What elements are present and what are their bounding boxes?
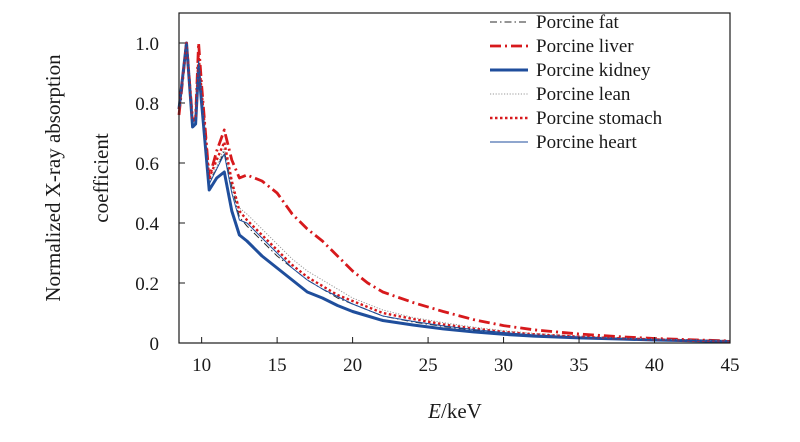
y-tick-label: 0 (150, 334, 160, 355)
y-tick-label: 0.2 (135, 274, 159, 295)
plot-lines (177, 41, 731, 343)
legend-label-5: Porcine heart (536, 132, 637, 153)
y-tick-label: 0.6 (135, 154, 159, 175)
series-line-2 (177, 41, 731, 343)
x-tick-label: 20 (343, 355, 362, 376)
y-tick-label: 0.4 (135, 214, 159, 235)
x-axis-label-unit: /keV (441, 399, 482, 423)
legend-label-3: Porcine lean (536, 84, 631, 105)
x-tick-label: 15 (268, 355, 287, 376)
x-tick-label: 25 (419, 355, 438, 376)
series-line-0 (178, 42, 731, 342)
axis-ticks: 10 15 20 25 30 35 40 45 0 0.2 0.4 0.6 0.8 1.0 (135, 34, 739, 376)
legend-label-1: Porcine liver (536, 36, 634, 57)
legend-label-0: Porcine fat (536, 12, 620, 33)
legend-label-4: Porcine stomach (536, 108, 663, 129)
y-axis-label-line2: coefficient (89, 133, 113, 223)
x-tick-label: 10 (192, 355, 211, 376)
series-line-3 (178, 42, 731, 342)
series-line-5 (178, 42, 731, 342)
x-tick-label: 30 (494, 355, 513, 376)
series-line-4 (177, 41, 731, 343)
plot-frame (178, 12, 731, 344)
y-tick-label: 0.8 (135, 94, 159, 115)
x-tick-label: 45 (721, 355, 740, 376)
legend-label-2: Porcine kidney (536, 60, 651, 81)
x-axis-label-symbol: E (427, 399, 441, 423)
legend: Porcine fat Porcine liver Porcine kidney Po… (490, 12, 663, 153)
x-axis-label: E/keV (427, 399, 482, 423)
y-axis-label-line1: Normalized X-ray absorption (41, 54, 65, 302)
x-tick-label: 35 (570, 355, 589, 376)
series-line-1 (177, 41, 731, 343)
x-tick-label: 40 (645, 355, 664, 376)
y-tick-label: 1.0 (135, 34, 159, 55)
